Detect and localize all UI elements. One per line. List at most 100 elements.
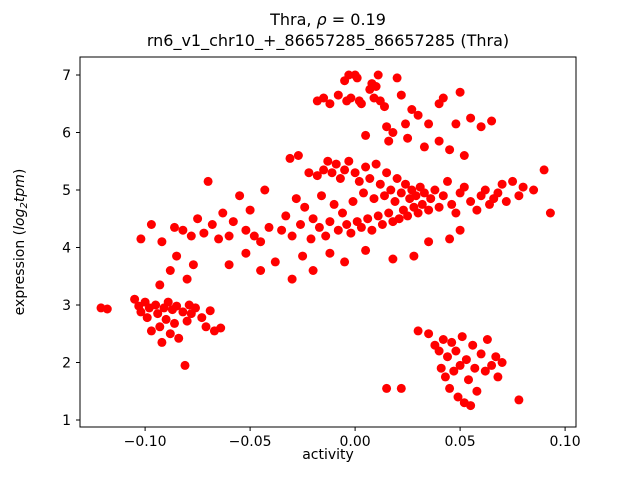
data-point <box>340 165 350 175</box>
data-point <box>342 220 352 229</box>
data-point <box>228 217 238 227</box>
data-point <box>241 248 251 258</box>
data-point <box>434 136 444 146</box>
data-point <box>382 122 392 132</box>
data-point <box>327 168 337 178</box>
data-point <box>445 383 455 393</box>
data-point <box>411 191 421 201</box>
data-point <box>466 401 476 411</box>
data-point <box>348 197 358 206</box>
data-point <box>470 363 480 373</box>
y-axis-label: expression (log2tpm) <box>12 169 30 316</box>
data-point <box>451 346 461 356</box>
data-point <box>449 366 459 376</box>
ylabel-sub2: 2 <box>19 202 30 209</box>
data-point <box>249 231 259 241</box>
data-point <box>501 197 511 206</box>
data-point <box>157 237 167 247</box>
data-point <box>264 222 274 232</box>
data-point <box>361 130 371 140</box>
y-tick-label: 6 <box>62 126 71 142</box>
data-point <box>539 165 549 175</box>
data-point <box>281 211 291 221</box>
data-point <box>224 231 234 241</box>
data-point <box>480 185 490 195</box>
data-point <box>245 205 255 215</box>
data-point <box>340 257 350 267</box>
data-point <box>174 333 184 343</box>
data-point <box>356 222 366 232</box>
data-point <box>155 322 165 332</box>
data-point <box>440 372 450 382</box>
data-point <box>476 349 486 359</box>
data-point <box>201 322 211 332</box>
data-point <box>424 119 434 129</box>
x-tick-label: 0.10 <box>550 434 581 450</box>
data-point <box>287 231 297 241</box>
data-point <box>447 337 457 347</box>
data-point <box>298 251 308 261</box>
data-point <box>306 234 316 244</box>
data-point <box>461 355 471 365</box>
data-point <box>363 214 373 224</box>
data-point <box>214 234 224 244</box>
data-point <box>241 225 251 235</box>
data-point <box>493 188 503 198</box>
data-point <box>436 363 446 373</box>
data-point <box>136 234 146 244</box>
data-point <box>180 360 190 370</box>
data-point <box>361 162 371 172</box>
data-point <box>102 304 112 314</box>
data-point <box>424 237 434 247</box>
data-point <box>459 182 469 192</box>
data-point <box>335 174 345 183</box>
data-point <box>323 156 333 166</box>
data-point <box>445 234 455 244</box>
data-point <box>199 228 209 238</box>
ylabel-suffix: ) <box>12 168 28 175</box>
x-tick-label: −0.05 <box>229 434 272 450</box>
y-tick-label: 3 <box>62 298 71 314</box>
data-point <box>197 313 207 323</box>
data-point <box>170 222 179 232</box>
data-point <box>365 174 375 183</box>
data-point <box>468 340 478 350</box>
data-point <box>430 185 440 195</box>
data-point <box>388 254 398 264</box>
data-point <box>260 185 270 195</box>
data-point <box>371 159 381 169</box>
data-point <box>321 231 331 241</box>
data-point <box>224 260 234 270</box>
data-point <box>419 188 429 198</box>
data-point <box>386 185 396 195</box>
data-point <box>396 188 406 198</box>
data-point <box>434 346 444 356</box>
data-point <box>403 211 413 221</box>
data-point <box>151 300 161 310</box>
data-point <box>413 208 423 218</box>
data-point <box>218 208 228 218</box>
x-tick-label: 0.00 <box>340 434 371 450</box>
data-point <box>424 205 434 215</box>
chart-title-line1: Thra, ρ = 0.19 <box>80 9 576 30</box>
data-point <box>333 225 343 235</box>
data-point <box>291 194 301 204</box>
data-point <box>319 165 329 175</box>
data-point <box>329 199 339 209</box>
axes-frame <box>79 56 577 428</box>
data-point <box>466 113 476 123</box>
data-point <box>472 205 482 215</box>
x-tick-label: −0.10 <box>124 434 167 450</box>
data-point <box>487 116 497 126</box>
data-point <box>165 266 175 275</box>
data-point <box>325 248 335 258</box>
data-point <box>191 303 200 313</box>
data-point <box>373 70 383 80</box>
data-point <box>130 294 140 304</box>
data-point <box>367 225 377 235</box>
data-point <box>407 105 417 114</box>
ylabel-prefix: expression ( <box>12 229 28 316</box>
data-point <box>451 208 461 218</box>
data-point <box>235 191 245 201</box>
data-point <box>375 179 385 189</box>
